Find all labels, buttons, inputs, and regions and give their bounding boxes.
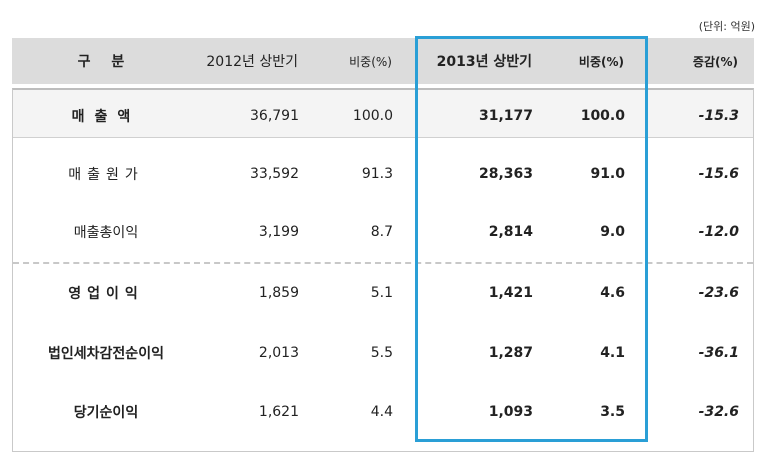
table-header: 구 분 2012년 상반기 비중(%) 2013년 상반기 비중(%) 증감(%… [12, 38, 754, 84]
row-label-sales: 매출액 [71, 109, 141, 125]
unit-note: (단위: 억원) [698, 20, 755, 33]
header-2013: 2013년 상반기 [436, 54, 532, 70]
row-label-pretax-income: 법인세차감전순이익 [48, 346, 164, 362]
row-pretax-income-2013: 1,287 [488, 345, 533, 361]
row-label-operating-profit: 영업이익 [68, 286, 144, 302]
row-label-gross-profit: 매출총이익 [73, 225, 139, 241]
row-cogs-ratio-2012: 91.3 [361, 166, 393, 182]
row-pretax-income-2012: 2,013 [258, 345, 299, 361]
row-net-income-2012: 1,621 [258, 404, 299, 420]
row-net-income-change: -32.6 [698, 404, 739, 420]
row-cogs-2013: 28,363 [478, 166, 533, 182]
row-pretax-income-ratio-2012: 5.5 [370, 345, 393, 361]
row-cogs-change: -15.6 [698, 166, 739, 182]
row-gross-profit-ratio-2012: 8.7 [370, 224, 393, 240]
row-sales-ratio-2012: 100.0 [352, 108, 393, 124]
row-operating-profit-2013: 1,421 [488, 285, 533, 301]
row-sales-2013: 31,177 [478, 108, 533, 124]
header-ratio-2013: 비중(%) [578, 54, 624, 69]
row-pretax-income-ratio-2013: 4.1 [600, 345, 625, 361]
header-change: 증감(%) [692, 54, 738, 69]
row-operating-profit-2012: 1,859 [258, 285, 299, 301]
row-cogs-2012: 33,592 [250, 166, 299, 182]
row-gross-profit-2013: 2,814 [488, 224, 533, 240]
row-sales-change: -15.3 [698, 108, 739, 124]
row-label-net-income: 당기순이익 [73, 405, 139, 421]
row-divider [13, 137, 753, 138]
row-sales-ratio-2013: 100.0 [580, 108, 625, 124]
row-net-income-ratio-2012: 4.4 [370, 404, 393, 420]
financial-table: 구 분 2012년 상반기 비중(%) 2013년 상반기 비중(%) 증감(%… [12, 36, 754, 452]
row-net-income-ratio-2013: 3.5 [600, 404, 625, 420]
row-gross-profit-change: -12.0 [698, 224, 739, 240]
header-ratio-2012: 비중(%) [349, 54, 392, 69]
header-2012: 2012년 상반기 [206, 54, 298, 70]
table-body: 매출액 36,791 100.0 31,177 100.0 -15.3 매출원가… [12, 88, 754, 452]
header-label: 구 분 [77, 54, 133, 70]
row-pretax-income-change: -36.1 [698, 345, 739, 361]
row-net-income-2013: 1,093 [488, 404, 533, 420]
row-sales-2012: 36,791 [250, 108, 299, 124]
row-operating-profit-change: -23.6 [698, 285, 739, 301]
row-cogs-ratio-2013: 91.0 [590, 166, 625, 182]
row-operating-profit-ratio-2013: 4.6 [600, 285, 625, 301]
row-gross-profit-2012: 3,199 [258, 224, 299, 240]
row-divider-dashed [13, 262, 753, 264]
row-gross-profit-ratio-2013: 9.0 [600, 224, 625, 240]
row-label-cogs: 매출원가 [68, 167, 144, 183]
row-operating-profit-ratio-2012: 5.1 [370, 285, 393, 301]
